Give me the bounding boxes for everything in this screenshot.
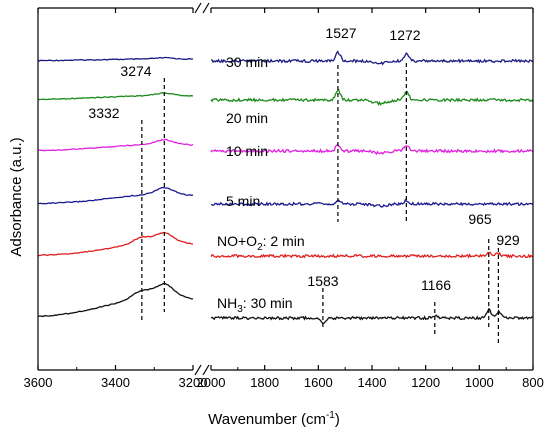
axis-break-mark-1-b bbox=[202, 364, 210, 376]
spectra-traces bbox=[37, 50, 534, 325]
spectrum-line-3-segment-1 bbox=[210, 198, 534, 208]
trace-label-4-end: : 2 min bbox=[263, 233, 305, 249]
peak-label-965: 965 bbox=[468, 211, 492, 227]
x-axis-title: Wavenumber (cm-1) bbox=[208, 410, 340, 428]
spectrum-line-2-segment-0 bbox=[38, 138, 194, 152]
trace-label-2: 10 min bbox=[226, 143, 268, 159]
x-tick-label-2000: 2000 bbox=[197, 375, 226, 390]
peak-label-3274: 3274 bbox=[120, 63, 151, 79]
spectrum-line-1-segment-0 bbox=[37, 92, 194, 101]
spectrum-line-1-segment-1 bbox=[210, 88, 534, 107]
peak-label-1583: 1583 bbox=[307, 273, 338, 289]
trace-label-5-end: : 30 min bbox=[243, 295, 293, 311]
trace-label-1: 20 min bbox=[226, 110, 268, 126]
peak-label-1166: 1166 bbox=[421, 277, 451, 293]
peak-label-3332: 3332 bbox=[88, 105, 119, 121]
x-tick-label-1600: 1600 bbox=[304, 375, 333, 390]
trace-label-0: 30 min bbox=[226, 54, 268, 70]
peak-label-1272: 1272 bbox=[389, 27, 420, 43]
spectrum-line-0-segment-1 bbox=[211, 50, 534, 66]
x-tick-label-800: 800 bbox=[522, 375, 544, 390]
spectrum-line-0-segment-0 bbox=[37, 56, 194, 62]
trace-label-4-main: NO+O bbox=[217, 233, 257, 249]
x-tick-label-3600: 3600 bbox=[24, 375, 53, 390]
trace-label-5-subscript: 3 bbox=[237, 304, 243, 315]
x-tick-label-1000: 1000 bbox=[465, 375, 494, 390]
trace-label-5-main: NH bbox=[217, 295, 237, 311]
spectrum-line-3-segment-0 bbox=[37, 186, 194, 205]
axis-break-mark-0-b bbox=[202, 2, 210, 14]
axis-break-mark-0-a bbox=[194, 2, 202, 14]
trace-label-4: NO+O2: 2 min bbox=[217, 233, 305, 253]
axis-break-marks bbox=[194, 2, 210, 376]
spectrum-line-5-segment-0 bbox=[38, 282, 193, 318]
x-axis-title-superscript: -1 bbox=[326, 410, 335, 421]
x-tick-label-1200: 1200 bbox=[411, 375, 440, 390]
trace-label-4-subscript: 2 bbox=[257, 242, 263, 253]
x-axis-title-end: ) bbox=[335, 411, 340, 428]
peak-label-1527: 1527 bbox=[325, 25, 356, 41]
x-tick-label-3400: 3400 bbox=[101, 375, 130, 390]
peak-label-929: 929 bbox=[496, 232, 520, 248]
peak-guide-lines bbox=[141, 63, 499, 346]
x-tick-label-1800: 1800 bbox=[250, 375, 279, 390]
x-tick-label-1400: 1400 bbox=[358, 375, 387, 390]
x-tick-label-3200: 3200 bbox=[179, 375, 208, 390]
spectrum-line-4-segment-0 bbox=[37, 231, 194, 257]
trace-label-3: 5 min bbox=[226, 193, 260, 209]
spectrum-line-5-segment-1 bbox=[210, 307, 534, 325]
trace-label-5: NH3: 30 min bbox=[217, 295, 293, 315]
spectrum-line-2-segment-1 bbox=[210, 143, 534, 156]
y-axis-title: Adsorbance (a.u.) bbox=[8, 137, 25, 256]
x-axis-title-main: Wavenumber (cm bbox=[208, 411, 326, 428]
axis-break-mark-1-a bbox=[194, 364, 202, 376]
spectrum-line-4-segment-1 bbox=[210, 251, 534, 259]
